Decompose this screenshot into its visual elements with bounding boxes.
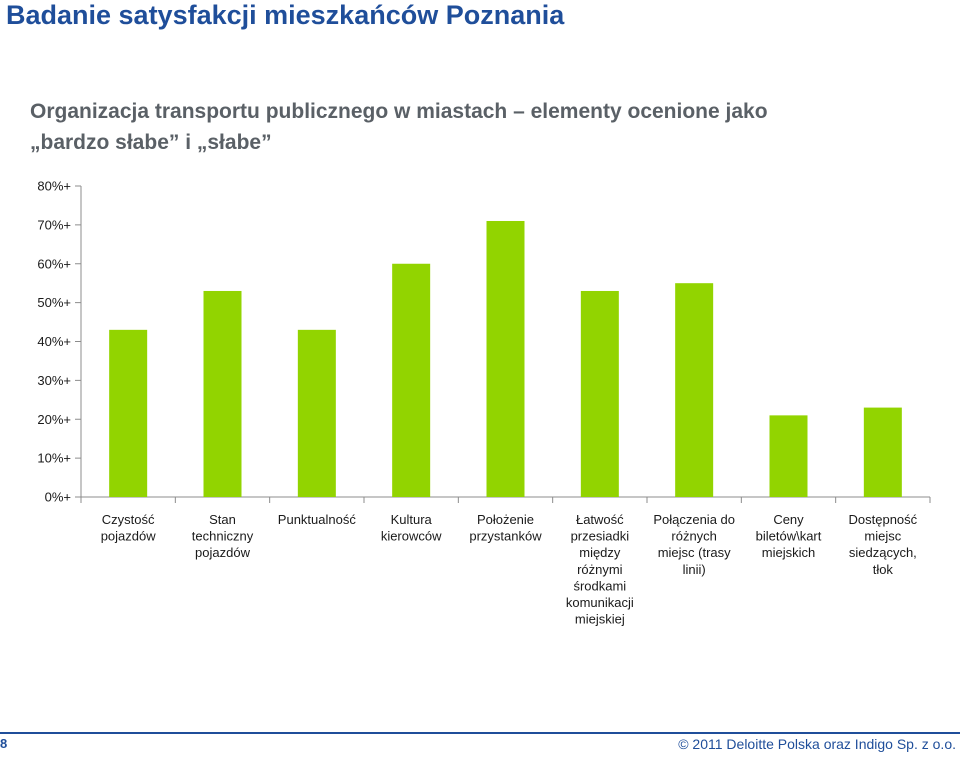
x-category-label-line: między — [579, 545, 621, 560]
x-category-label-line: pojazdów — [101, 529, 157, 544]
bar — [109, 329, 148, 497]
x-category-label-line: Stan — [209, 512, 236, 527]
y-tick-label: 50%+ — [37, 295, 71, 310]
y-tick-label: 80%+ — [37, 179, 71, 194]
y-tick-label: 0%+ — [45, 490, 71, 505]
x-category-label: Czystość pojazdów — [101, 512, 157, 544]
y-tick-label: 60%+ — [37, 256, 71, 271]
x-category-label-line: przesiadki — [571, 529, 630, 544]
bar — [675, 283, 714, 497]
x-category-label-line: Położenie — [477, 512, 534, 527]
x-category-label: Łatwość przesiadki między różnymi środkami ko… — [566, 512, 634, 627]
bar — [863, 407, 902, 497]
x-category-label: Połączenia do różnych miejsc (trasy linii) — [653, 512, 735, 577]
x-category-label-line: środkami — [573, 578, 626, 593]
chart-title-line-2: „bardzo słabe” i „słabe” — [30, 131, 272, 154]
x-category-label-line: różnych — [671, 529, 717, 544]
bar — [486, 220, 525, 498]
y-tick-label: 20%+ — [37, 412, 71, 427]
x-category-label-line: Połączenia do — [653, 512, 735, 527]
x-category-label-line: Łatwość — [576, 512, 624, 527]
y-tick-label: 40%+ — [37, 334, 71, 349]
x-category-label-line: miejskiej — [575, 612, 625, 627]
bar — [392, 263, 431, 497]
copyright-notice: © 2011 Deloitte Polska oraz Indigo Sp. z… — [678, 736, 956, 752]
x-category-label-line: przystanków — [469, 529, 542, 544]
x-category-label-line: miejsc (trasy — [658, 545, 731, 560]
y-tick-label: 70%+ — [37, 217, 71, 232]
x-category-label: Położenie przystanków — [469, 512, 542, 544]
x-category-label: Kultura kierowców — [381, 512, 442, 544]
x-category-label-line: Ceny — [773, 512, 804, 527]
footer-divider — [0, 732, 960, 734]
x-category-label-line: linii) — [683, 562, 706, 577]
y-tick-label: 10%+ — [37, 451, 71, 466]
y-tick-label: 30%+ — [37, 373, 71, 388]
x-category-label-line: różnymi — [577, 562, 623, 577]
x-category-label-line: Dostępność — [849, 512, 918, 527]
x-category-label-line: komunikacji — [566, 595, 634, 610]
x-category-label-line: biletów\kart — [756, 529, 822, 544]
x-category-label-line: siedzących, — [849, 545, 917, 560]
x-category-label-line: Punktualność — [278, 512, 357, 527]
x-category-label: Ceny biletów\kart miejskich — [756, 512, 822, 560]
x-category-label-line: techniczny — [192, 529, 254, 544]
x-category-label: Stan techniczny pojazdów — [192, 512, 254, 560]
bar — [297, 329, 336, 497]
bar — [203, 290, 242, 497]
x-category-label-line: pojazdów — [195, 545, 251, 560]
x-category-label-line: Kultura — [391, 512, 433, 527]
x-category-label: Dostępność miejsc siedzących, tłok — [849, 512, 918, 577]
x-category-label-line: Czystość — [102, 512, 155, 527]
x-category-label-line: tłok — [873, 562, 894, 577]
x-category-label: Punktualność — [278, 512, 357, 527]
x-category-label-line: kierowców — [381, 529, 442, 544]
x-category-label-line: miejskich — [762, 545, 815, 560]
chart-title-line-1: Organizacja transportu publicznego w mia… — [30, 100, 768, 123]
bar-chart: 0%+ 10%+ 20%+ 30%+ 40%+ 50%+ 60%+ 70%+ 80%+ Czyst… — [37, 179, 931, 627]
bar — [580, 290, 619, 497]
page-number: 8 — [0, 736, 8, 751]
bar — [769, 415, 808, 497]
x-category-label-line: miejsc — [864, 529, 901, 544]
chart-title: Organizacja transportu publicznego w mia… — [30, 96, 890, 158]
page-title: Badanie satysfakcji mieszkańców Poznania — [6, 0, 565, 30]
